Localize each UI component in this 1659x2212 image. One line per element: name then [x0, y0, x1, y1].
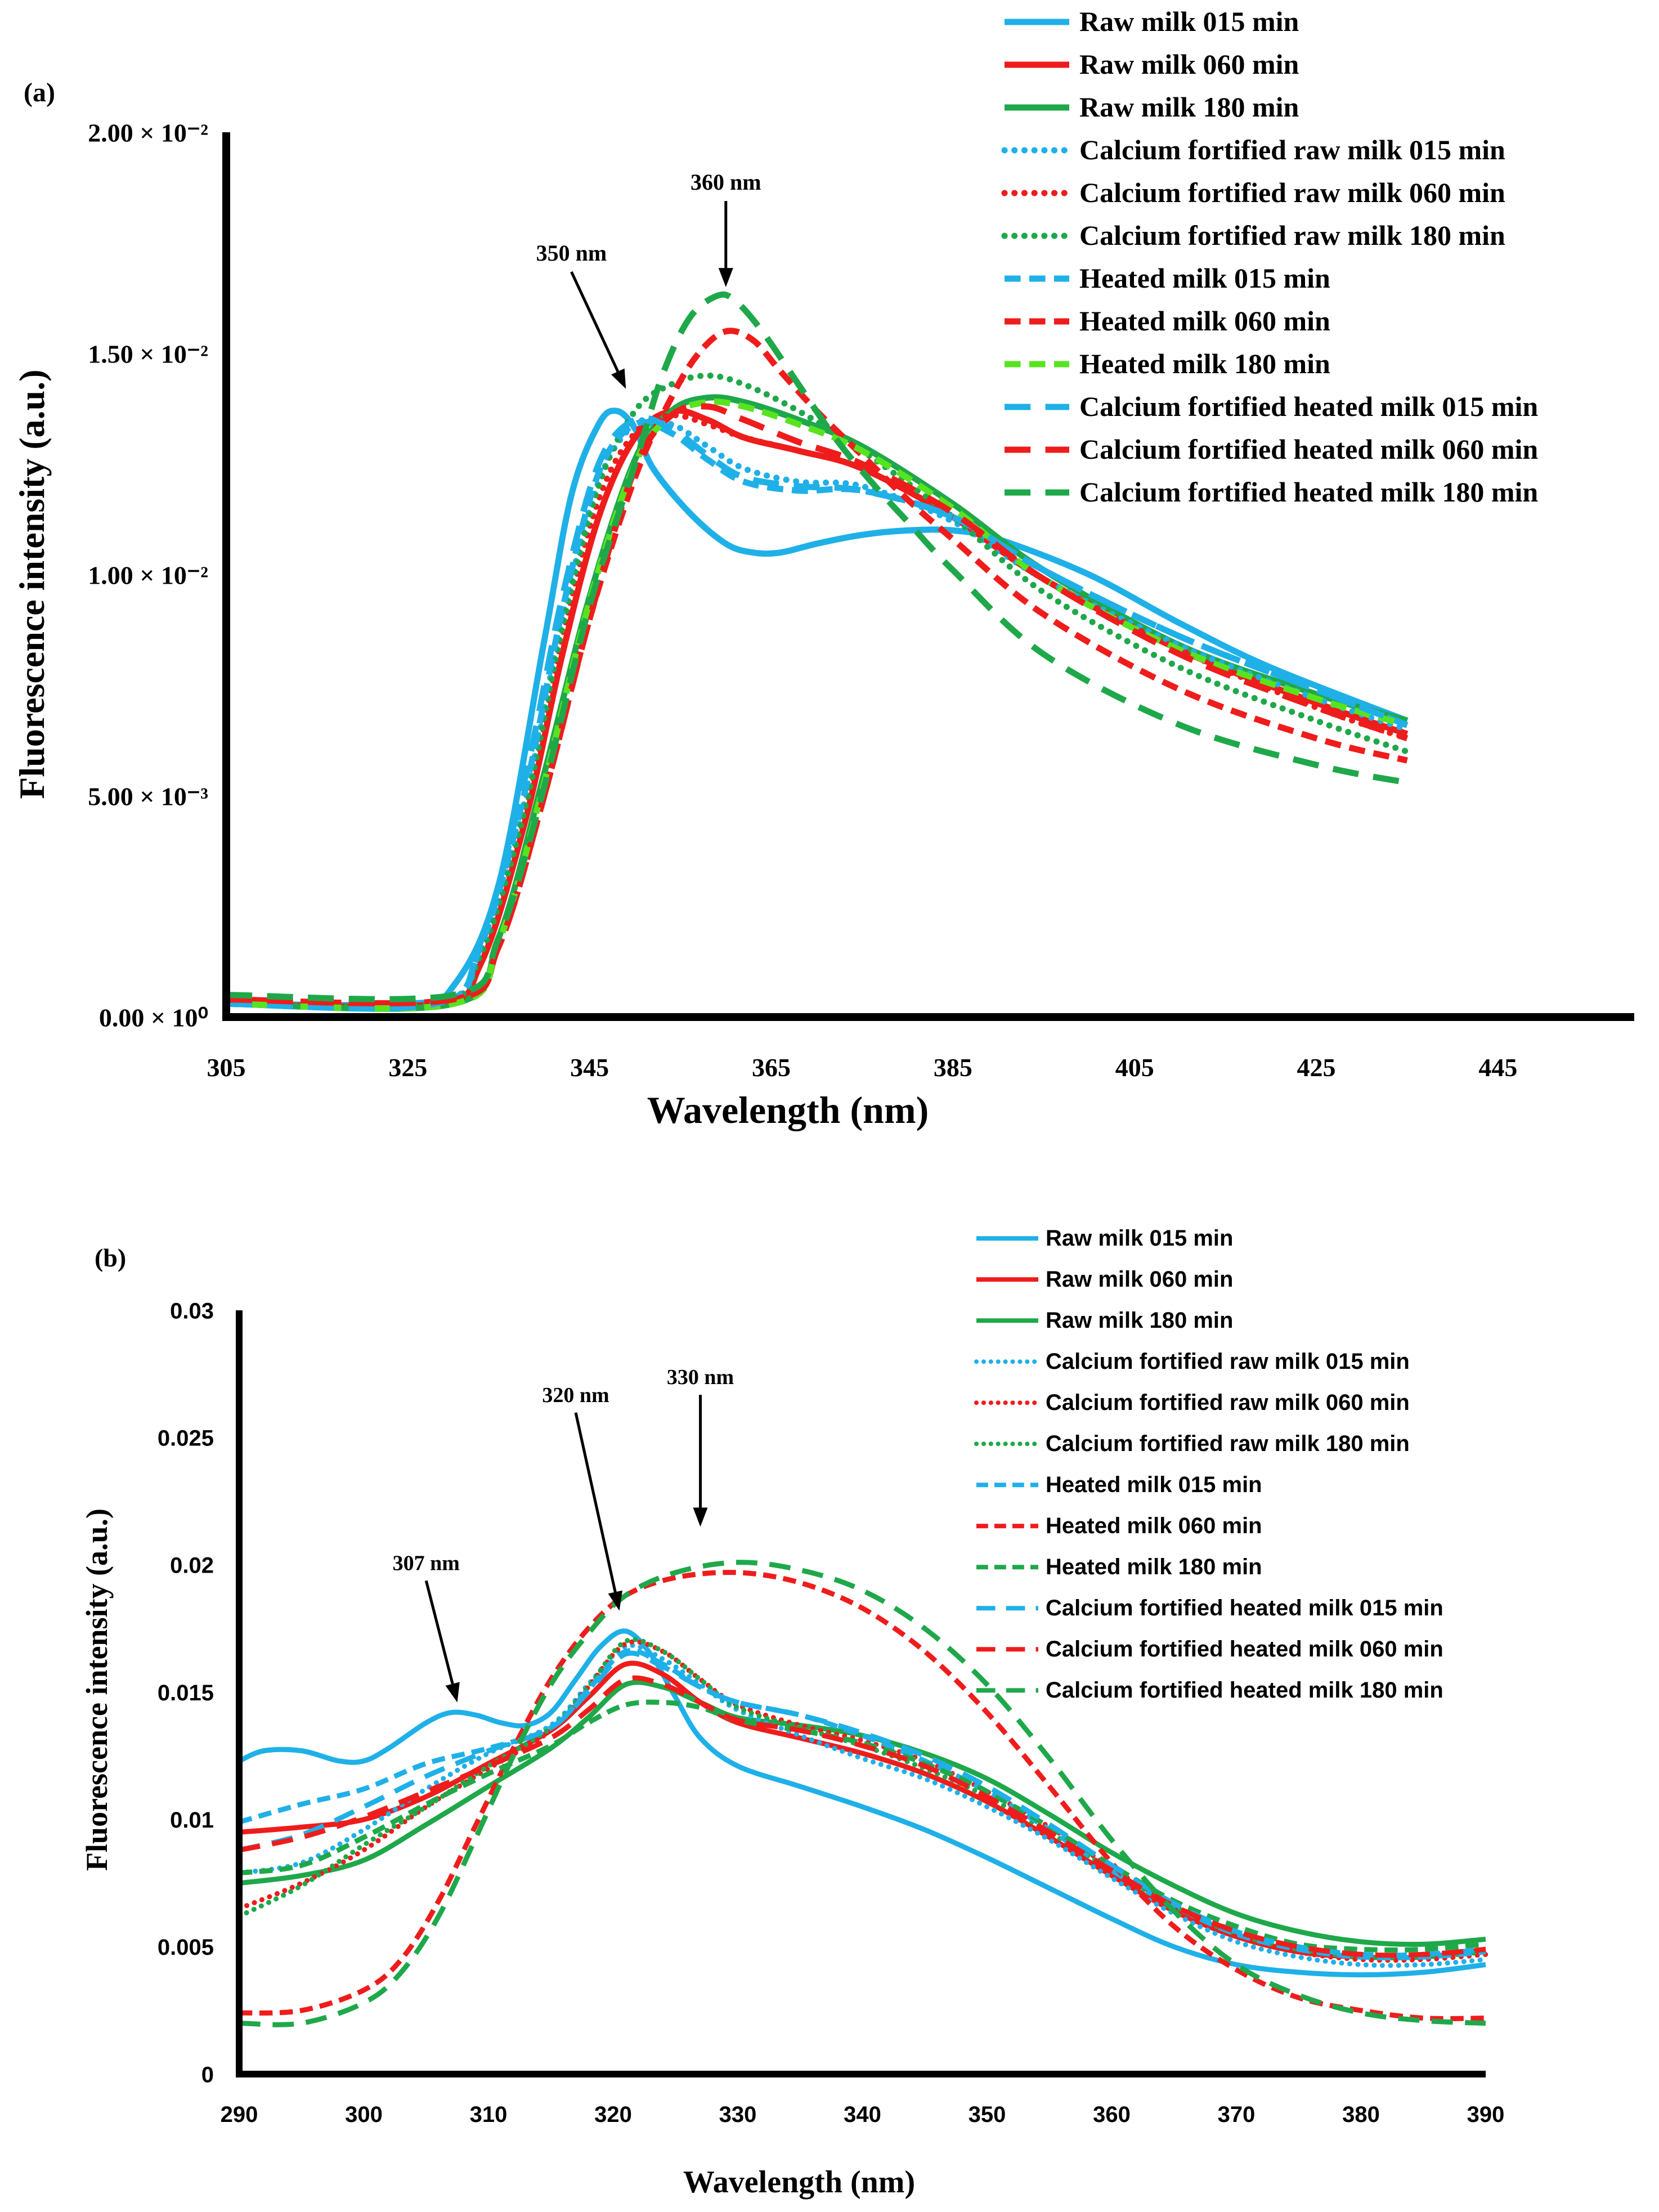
panel-b-series-line-3: [239, 1680, 1486, 1947]
panel-b-legend-label: Calcium fortified heated milk 060 min: [1046, 1637, 1443, 1662]
panel-b-x-tick-label: 310: [470, 2102, 508, 2127]
panel-a-x-axis-title: Wavelength (nm): [647, 1089, 929, 1131]
panel-b-legend-label: Calcium fortified raw milk 060 min: [1046, 1390, 1410, 1415]
panel-b-series-line-11: [239, 1675, 1486, 1958]
panel-b-x-tick-label: 360: [1093, 2102, 1131, 2127]
panel-b-legend-label: Calcium fortified heated milk 180 min: [1046, 1678, 1443, 1703]
panel-b-series-line-1: [238, 1628, 1486, 1978]
panel-b-y-tick-label: 0.02: [170, 1553, 214, 1578]
panel-b-y-tick-label: 0.015: [158, 1681, 214, 1705]
panel-b-series-line-12: [239, 1560, 1486, 2027]
panel-a-series-line-11: [226, 403, 1409, 1007]
panel-b-annotation-label: 330 nm: [667, 1365, 734, 1389]
panel-b-y-axis-title: Fluorescence intensity (a.u.): [80, 1508, 114, 1871]
panel-b-x-tick-label: 340: [844, 2102, 881, 2127]
panel-a-x-tick-label: 445: [1478, 1053, 1517, 1082]
panel-a-x-tick-label: 305: [207, 1053, 246, 1082]
panel-b-legend-label: Raw milk 015 min: [1046, 1226, 1233, 1251]
panel-b-legend-label: Raw milk 180 min: [1046, 1308, 1233, 1333]
panel-a-annotation-label: 350 nm: [536, 240, 607, 266]
panel-b-x-tick-label: 350: [969, 2102, 1006, 2127]
panel-b-series-line-5: [236, 1639, 1488, 1963]
panel-a: (a) Wavelength (nm) Fluorescence intensi…: [12, 78, 929, 1131]
panel-b-annotation-arrowhead: [445, 1682, 460, 1703]
panel-b-legend-label: Raw milk 060 min: [1046, 1267, 1233, 1292]
panel-a-series-line-6: [223, 372, 1410, 1011]
panel-a-legend-label: Calcium fortified heated milk 060 min: [1079, 433, 1538, 465]
panel-a-y-tick-label: 1.00 × 10⁻²: [88, 561, 208, 590]
panel-a-series-line-7: [226, 419, 1409, 1011]
panel-b-y-tick-label: 0: [201, 2062, 214, 2087]
panel-b-legend-label: Calcium fortified heated milk 015 min: [1046, 1596, 1443, 1620]
panel-a-series-line-12: [226, 291, 1408, 1002]
panel-b-x-tick-label: 370: [1218, 2102, 1256, 2127]
panel-b-annotation-label: 320 nm: [542, 1383, 609, 1407]
panel-a-x-tick-label: 385: [934, 1053, 972, 1082]
panel-a-x-tick-label: 345: [570, 1053, 609, 1082]
panel-a-x-tick-label: 365: [752, 1053, 791, 1082]
panel-b-legend-label: Heated milk 060 min: [1046, 1514, 1262, 1538]
panel-a-series-line-9: [226, 398, 1409, 1012]
panel-a-legend-label: Raw milk 015 min: [1079, 6, 1299, 37]
panel-b-label: (b): [95, 1243, 126, 1272]
panel-b-annotation-arrowhead: [693, 1507, 708, 1527]
panel-a-y-tick-label: 5.00 × 10⁻³: [88, 782, 208, 811]
panel-a-legend-label: Raw milk 180 min: [1079, 91, 1299, 123]
panel-b-series-line-9: [239, 1699, 1486, 1953]
plot-layer: 305 325 345 365 385 405 425 445 0.00 × 10⁰ 5.00 ×…: [88, 6, 1634, 2127]
panel-a-legend-label: Calcium fortified raw milk 060 min: [1079, 177, 1505, 208]
panel-b-series-line-4: [236, 1643, 1488, 1968]
panel-b-legend-label: Heated milk 015 min: [1046, 1472, 1262, 1497]
panel-a-y-tick-label: 2.00 × 10⁻²: [88, 119, 208, 147]
panel-b-x-tick-label: 330: [719, 2102, 757, 2127]
panel-a-annotation-arrowhead: [718, 268, 733, 288]
panel-a-x-tick-label: 405: [1115, 1053, 1154, 1082]
panel-a-series-line-10: [226, 414, 1409, 1012]
panel-b-legend-label: Heated milk 180 min: [1046, 1555, 1262, 1579]
panel-b-x-tick-label: 380: [1342, 2102, 1380, 2127]
panel-a-label: (a): [24, 78, 55, 108]
panel-a-legend-label: Raw milk 060 min: [1079, 48, 1299, 80]
panel-b: (b) Wavelength (nm) Fluorescence intensi…: [80, 1243, 915, 2200]
panel-a-y-axis-title: Fluorescence intensity (a.u.): [12, 369, 52, 799]
panel-a-y-tick-label: 0.00 × 10⁰: [99, 1004, 208, 1032]
panel-a-annotation-arrowhead: [611, 368, 626, 389]
panel-b-annotation-arrow: [424, 1580, 454, 1685]
panel-a-legend-label: Calcium fortified heated milk 180 min: [1079, 476, 1538, 508]
panel-a-x-tick-label: 325: [388, 1053, 427, 1082]
panel-b-x-tick-label: 290: [221, 2102, 258, 2127]
panel-a-legend-label: Heated milk 180 min: [1079, 348, 1330, 379]
panel-b-annotation-arrowhead: [608, 1590, 622, 1611]
panel-a-legend-label: Calcium fortified heated milk 015 min: [1079, 391, 1538, 422]
panel-b-x-tick-label: 320: [594, 2102, 632, 2127]
panel-b-series-line-8: [239, 1570, 1486, 2021]
panel-a-annotation-label: 360 nm: [690, 169, 761, 195]
panel-b-y-tick-label: 0.025: [158, 1426, 214, 1451]
panel-a-legend-label: Heated milk 060 min: [1079, 305, 1330, 337]
panel-b-legend-label: Calcium fortified raw milk 180 min: [1046, 1431, 1410, 1456]
panel-a-legend-label: Calcium fortified raw milk 180 min: [1079, 220, 1505, 251]
panel-b-y-tick-label: 0.01: [170, 1808, 214, 1833]
panel-b-annotation-label: 307 nm: [393, 1551, 460, 1575]
panel-a-legend-label: Heated milk 015 min: [1079, 262, 1330, 294]
panel-a-annotation-arrow: [570, 271, 620, 373]
panel-b-y-tick-label: 0.03: [170, 1298, 214, 1323]
panel-b-x-tick-label: 390: [1467, 2102, 1505, 2127]
panel-a-legend-label: Calcium fortified raw milk 015 min: [1079, 134, 1505, 165]
panel-a-x-tick-label: 425: [1297, 1053, 1336, 1082]
panel-b-legend-label: Calcium fortified raw milk 015 min: [1046, 1349, 1410, 1374]
panel-b-y-tick-label: 0.005: [158, 1935, 214, 1960]
panel-a-y-tick-label: 1.50 × 10⁻²: [88, 340, 208, 369]
panel-b-x-axis-title: Wavelength (nm): [683, 2165, 915, 2200]
panel-b-x-tick-label: 300: [345, 2102, 383, 2127]
panel-b-annotation-arrow: [574, 1412, 617, 1593]
